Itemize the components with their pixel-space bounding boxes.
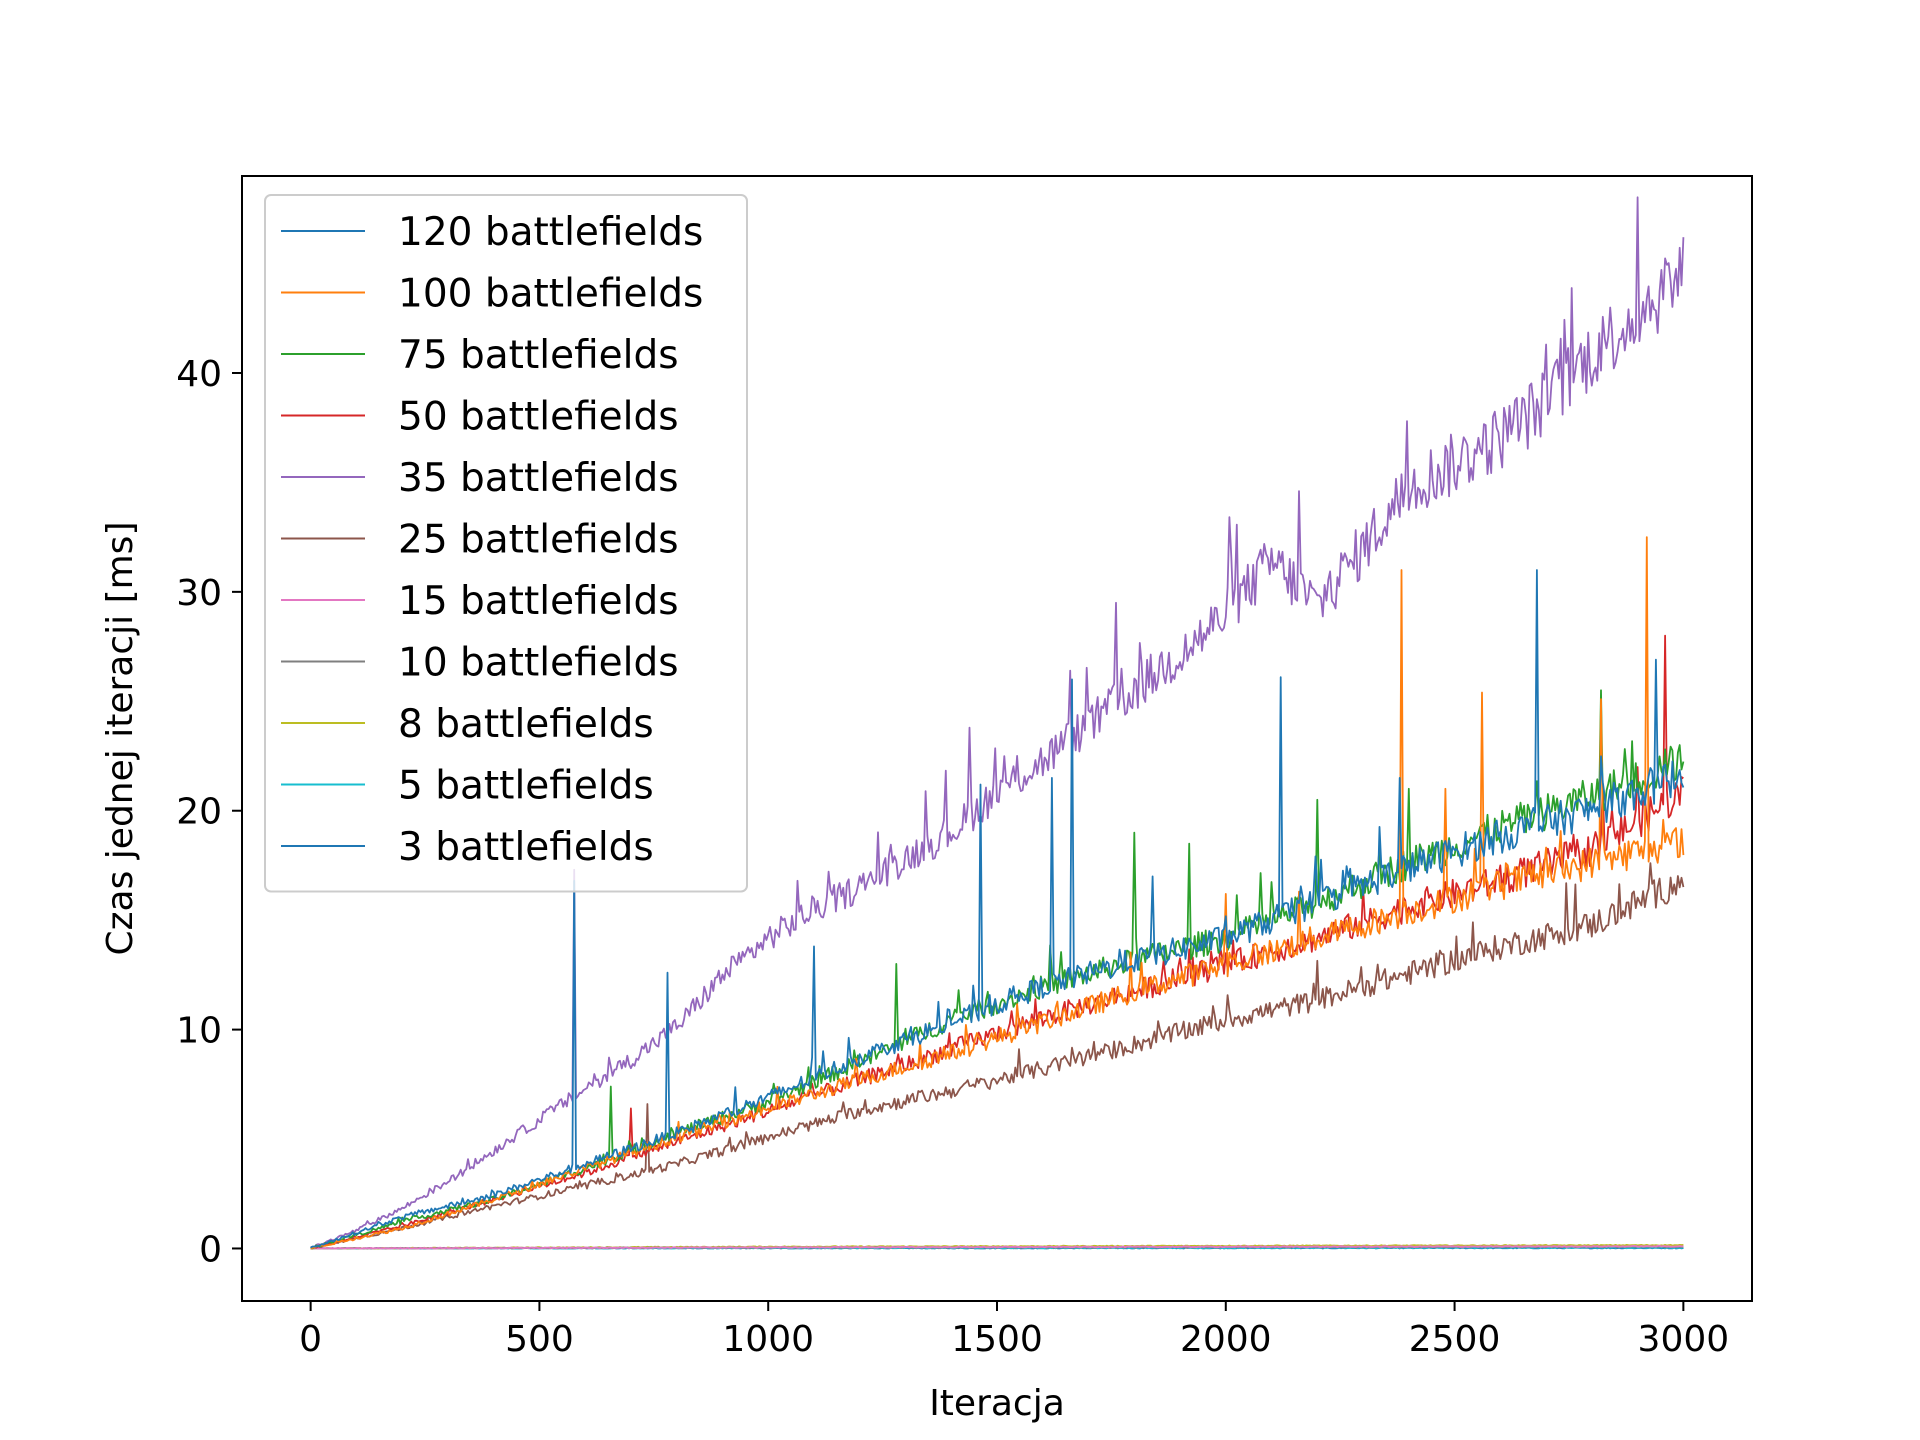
legend-entry-label: 120 battlefields: [398, 210, 703, 255]
legend-box: [264, 194, 748, 893]
legend-entry-label: 10 battlefields: [398, 641, 679, 686]
x-axis: 0 500 1000 1500 2000 2500 3000: [299, 1301, 1729, 1360]
y-tick-label: 0: [199, 1229, 222, 1270]
y-axis: 0 10 20 30 40: [176, 354, 242, 1270]
series-line-25-battlefields: [310, 862, 1685, 1250]
legend-entry-label: 35 battlefields: [398, 456, 679, 501]
legend-entry-label: 3 battlefields: [398, 825, 654, 870]
series-line-15-battlefields: [310, 1245, 1684, 1250]
series-line-75-battlefields: [310, 689, 1685, 1250]
y-tick-label: 10: [176, 1011, 222, 1052]
x-tick-label: 3000: [1638, 1319, 1730, 1360]
series-layer: [310, 196, 1685, 1250]
x-axis-label: Iteracja: [929, 1383, 1065, 1424]
legend-entry-label: 5 battlefields: [398, 764, 654, 809]
y-axis-label: Czas jednej iteracji [ms]: [100, 522, 141, 956]
x-tick-label: 1500: [951, 1319, 1043, 1360]
x-tick-label: 500: [505, 1319, 574, 1360]
series-line-100-battlefields: [310, 536, 1685, 1250]
series-line-120-battlefields: [310, 569, 1685, 1249]
y-tick-label: 20: [176, 792, 222, 833]
x-tick-label: 1000: [722, 1319, 814, 1360]
y-tick-label: 40: [176, 354, 222, 395]
legend-entry-label: 100 battlefields: [398, 272, 703, 317]
series-line-35-battlefields: [310, 196, 1685, 1249]
x-tick-label: 2000: [1180, 1319, 1272, 1360]
legend: 120 battlefields 100 battlefields 75 battl…: [264, 194, 748, 893]
legend-entry-label: 15 battlefields: [398, 579, 679, 624]
legend-entry-label: 25 battlefields: [398, 518, 679, 563]
y-tick-label: 30: [176, 573, 222, 614]
x-tick-label: 0: [299, 1319, 322, 1360]
legend-entry-label: 8 battlefields: [398, 702, 654, 747]
legend-entry-label: 75 battlefields: [398, 333, 679, 378]
x-tick-label: 2500: [1409, 1319, 1501, 1360]
legend-entry-label: 50 battlefields: [398, 395, 679, 440]
